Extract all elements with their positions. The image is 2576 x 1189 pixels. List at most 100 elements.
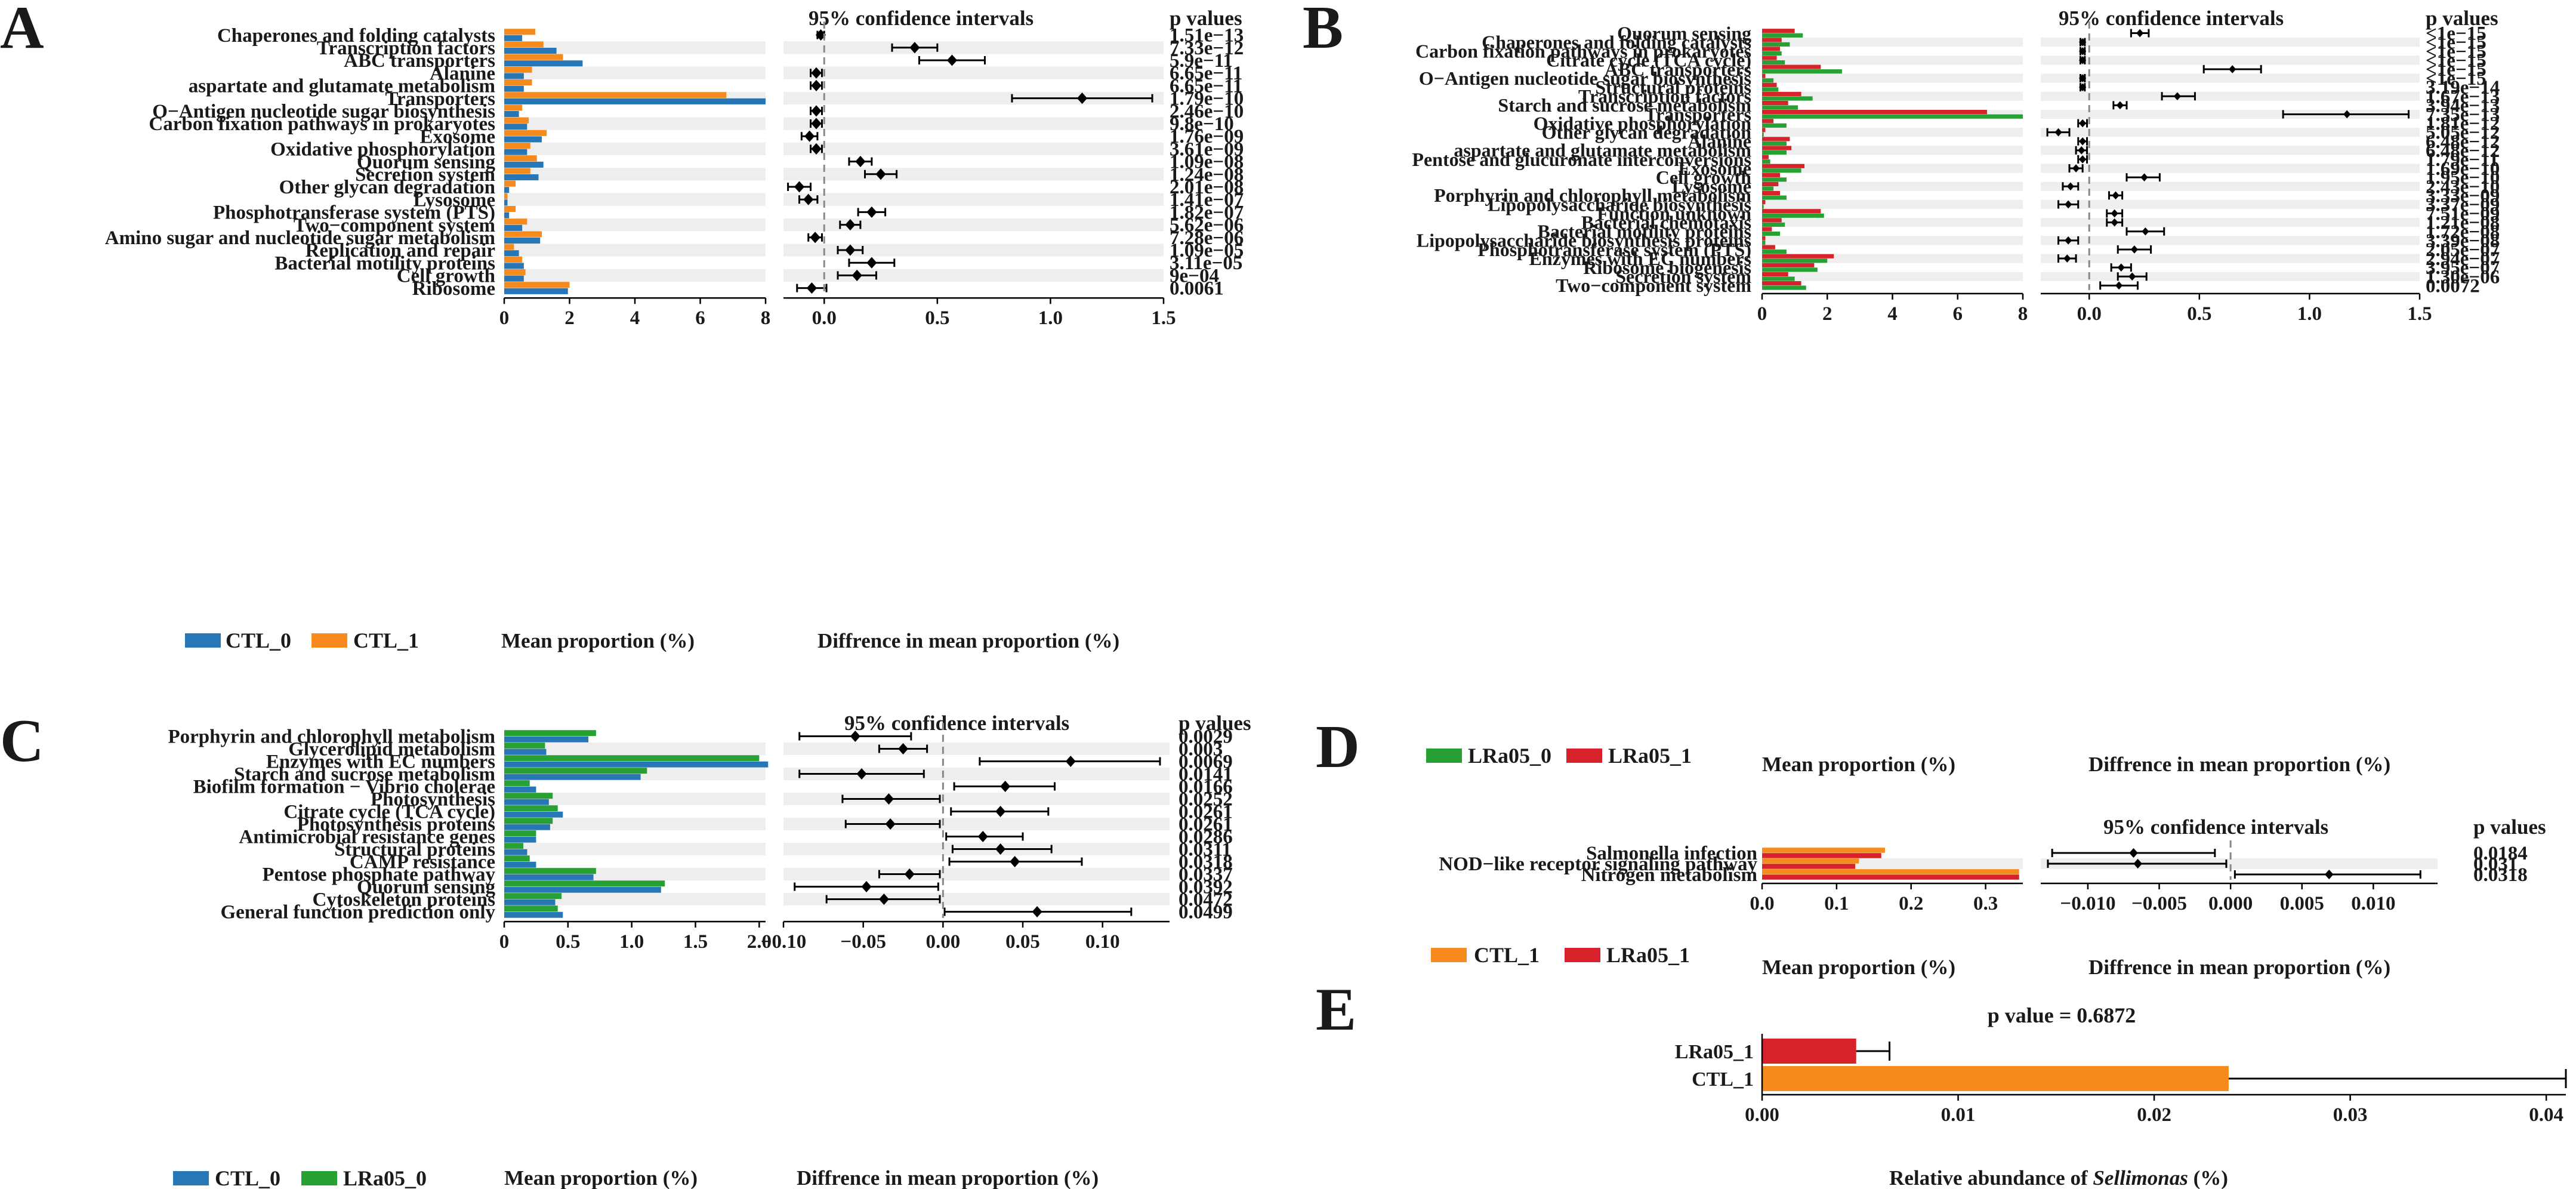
stripe-ci	[783, 868, 1170, 880]
bar-axis-tick-label: 2	[1822, 303, 1832, 325]
legend-swatch-lra0-b	[1426, 748, 1462, 763]
bar-xlabel-a: Mean proportion (%)	[501, 629, 695, 652]
ci-estimate-abc-transporters	[2229, 65, 2236, 73]
stripe-ci	[783, 193, 1164, 206]
bar-ctl-0-amino-sugar-and-nucleotide-sugar-metabolism	[504, 238, 541, 244]
bars-d	[1762, 848, 2019, 880]
bar-ctl-0-exosome	[504, 136, 542, 143]
stripe-bar	[1762, 272, 2023, 281]
bar-lra05-1-function-unknown	[1762, 209, 1821, 214]
ci-estimate-cell-growth	[852, 269, 862, 281]
ci-estimate-bacterial-motility-proteins	[2142, 227, 2149, 236]
legend-swatch-lra1-b	[1566, 748, 1602, 763]
bar-ctl-0-starch-and-sucrose-metabolism	[504, 774, 641, 780]
panel-label-b: B	[1303, 0, 1343, 61]
feature-name-photosynthesis-proteins: Photosynthesis proteins	[297, 814, 495, 836]
ci-axis-tick-label: 0.05	[1005, 931, 1040, 953]
ci-estimate-quorum-sensing	[855, 156, 866, 168]
stripe-bar	[504, 117, 766, 130]
bar-lra05-1-other-glycan-degradation	[1762, 128, 1766, 133]
bar-lra05-1-secretion-system	[1762, 272, 1788, 277]
feature-name-oxidative-phosphorylation: Oxidative phosphorylation	[1534, 112, 1752, 134]
stripe-bar	[504, 743, 766, 755]
bar-ctl-1-replication-and-repair	[504, 244, 514, 250]
stripe-ci	[783, 218, 1164, 232]
panel-label-a: A	[0, 0, 44, 61]
ci-estimate-exosome	[804, 130, 815, 142]
ci-estimate-biofilm-formation-vibrio-cholerae	[1000, 781, 1011, 792]
bar-ctl-1-lysosome	[504, 193, 508, 199]
bar-ctl-0-biofilm-formation-vibrio-cholerae	[504, 786, 536, 793]
bar-lra05-0-other-glycan-degradation	[1762, 132, 1764, 137]
bar-ctl-1-two-component-system	[504, 218, 527, 225]
bar-lra05-1-oxidative-phosphorylation	[1762, 119, 1774, 124]
bar-lra05-1-enzymes-with-ec-numbers	[1762, 254, 1834, 258]
ci-estimate-oxidative-phosphorylation	[811, 143, 822, 155]
feature-name-nitrogen-metabolism: Nitrogen metabolism	[1581, 864, 1757, 886]
bar-lra05-1-bacterial-chemotaxis	[1762, 218, 1782, 223]
ci-plot-c	[794, 723, 1161, 918]
bar-lra05-0-cell-growth	[1762, 177, 1787, 182]
feature-name-phosphotransferase-system-pts: Phosphotransferase system (PTS)	[213, 202, 495, 224]
bar-ctl-1-carbon-fixation-pathways-in-prokaryotes	[504, 117, 529, 124]
stripe-bar	[1762, 38, 2023, 47]
feature-name-bacterial-chemotaxis: Bacterial chemotaxis	[1581, 212, 1751, 233]
stripe-ci	[2041, 146, 2420, 155]
e-bar-ctl-1	[1762, 1066, 2229, 1091]
bar-lra05-1-structural-proteins	[1762, 82, 1777, 87]
bar-ctl-0-general-function-prediction-only	[504, 911, 563, 918]
ci-estimate-carbon-fixation-pathways-in-prokaryotes	[811, 118, 822, 130]
ci-estimate-citrate-cycle-tca-cycle	[995, 806, 1006, 817]
panel-a: A 95% confidence intervals p values Chap…	[0, 0, 1244, 652]
e-bar-lra05-1	[1762, 1039, 1856, 1064]
bar-lra05-0-lipopolysaccharide-biosynthesis	[1762, 204, 1764, 209]
ci-axis-tick-label: 0.010	[2351, 893, 2395, 914]
bar-lra05-1-two-component-system	[1762, 281, 1801, 286]
pvalue-phosphotransferase-system-pts: 2.05e−07	[2426, 239, 2500, 261]
stripe-ci	[783, 793, 1170, 805]
pvalue-antimicrobial-resistance-genes: 0.0286	[1179, 827, 1233, 848]
feature-names-c: Porphyrin and chlorophyll metabolismGlyc…	[168, 726, 495, 923]
pvalue-camp-resistance: 0.0318	[1179, 852, 1233, 873]
bar-axis-b: 0 2 4 6 8	[1757, 292, 2028, 325]
pvalue-structural-proteins: 0.0311	[1179, 839, 1232, 861]
pvalue-cytoskeleton-proteins: 0.0472	[1179, 889, 1233, 911]
pvalue-bacterial-motility-proteins: 1.72e−08	[2426, 221, 2500, 243]
ci-estimate-cell-growth	[2140, 173, 2148, 181]
feature-name-structural-proteins: Structural proteins	[334, 839, 495, 861]
ci-axis-c: −0.10 −0.05 0.00 0.05 0.10	[761, 920, 1170, 953]
bar-lra05-1-pentose-and-glucuronate-interconversions	[1762, 155, 1769, 159]
bar-axis-tick-label: 8	[761, 307, 771, 329]
bar-ctl-0-transporters	[504, 98, 766, 104]
ci-estimate-function-unknown	[2111, 209, 2118, 218]
pvalue-secretion-system: 1.30e−06	[2426, 266, 2500, 288]
bar-lra05-0-biofilm-formation-vibrio-cholerae	[504, 780, 530, 787]
bars-a	[504, 29, 766, 294]
ci-estimate-ribosome-biogenesis	[2117, 263, 2125, 272]
ci-estimate-replication-and-repair	[845, 244, 856, 256]
pvalues-c: 0.00290.0030.00690.01410.01660.02520.026…	[1179, 726, 1233, 923]
e-category-ctl-1: CTL_1	[1692, 1068, 1754, 1091]
bar-axis-tick-label: 6	[695, 307, 705, 329]
ci-axis-a: 0.0 0.5 1.0 1.5	[783, 297, 1176, 329]
bar-lra05-0-chaperones-and-folding-catalysts	[1762, 42, 1790, 47]
bar-lra05-1-porphyrin-and-chlorophyll-metabolism	[1762, 190, 1781, 196]
e-axis-tick-label: 0.03	[2333, 1104, 2368, 1126]
bar-ctl-0-cell-growth	[504, 275, 524, 282]
feature-name-exosome: Exosome	[420, 126, 496, 147]
feature-name-carbon-fixation-pathways-in-prokaryotes: Carbon fixation pathways in prokaryotes	[1415, 41, 1751, 62]
bars-b	[1762, 29, 2023, 290]
pvalue-citrate-cycle-tca-cycle: <1e−15	[2426, 50, 2486, 72]
legend-b: D LRa05_0 LRa05_1	[1316, 713, 1692, 781]
feature-name-antimicrobial-resistance-genes: Antimicrobial resistance genes	[239, 827, 495, 848]
bar-lra05-0-quorum-sensing	[1762, 33, 1803, 38]
ci-xlabel-c: Diffrence in mean proportion (%)	[797, 1166, 1099, 1189]
bar-lra05-0-citrate-cycle-tca-cycle	[1762, 60, 1785, 65]
pvalue-chaperones-and-folding-catalysts: <1e−15	[2426, 32, 2486, 54]
ci-estimate-aspartate-and-glutamate-metabolism	[2078, 146, 2086, 155]
bar-lra05-0-function-unknown	[1762, 213, 1824, 218]
stripe-ci	[2041, 38, 2420, 47]
bar-xlabel-c: Mean proportion (%)	[504, 1166, 698, 1189]
legend-d: CTL_1 LRa05_1	[1431, 943, 1690, 967]
ci-axis-tick-label: 0.000	[2208, 893, 2253, 914]
